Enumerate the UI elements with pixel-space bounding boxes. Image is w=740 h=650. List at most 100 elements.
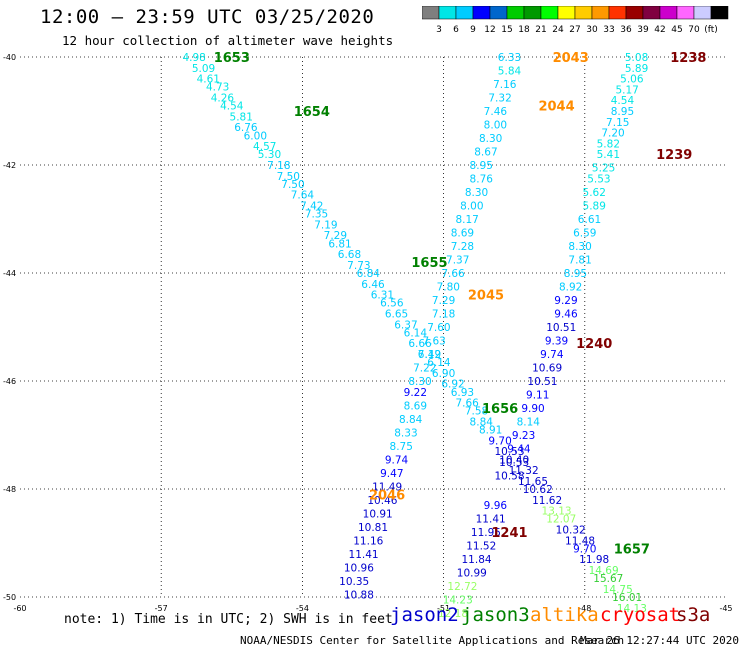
- wave-height-value: 11.62: [532, 495, 562, 507]
- wave-height-value: 11.32: [509, 465, 539, 477]
- wave-height-value: 8.33: [394, 427, 417, 439]
- wave-height-value: 8.30: [408, 376, 431, 388]
- lon-tick-label: -57: [155, 604, 168, 613]
- lat-tick-label: -50: [3, 593, 16, 602]
- wave-height-value: 6.61: [578, 214, 601, 226]
- footer-timestamp: Mar 26 12:27:44 UTC 2020: [580, 634, 739, 647]
- page-subtitle: 12 hour collection of altimeter wave hei…: [62, 33, 394, 48]
- wave-height-value: 7.37: [446, 255, 469, 267]
- lat-tick-label: -48: [3, 485, 16, 494]
- wave-height-value: 11.49: [372, 481, 402, 493]
- wave-height-value: 6.33: [498, 52, 521, 64]
- scale-label: 33: [603, 25, 614, 35]
- lat-tick-label: -42: [3, 161, 16, 170]
- wave-height-value: 5.06: [620, 74, 644, 86]
- wave-height-value: 9.11: [526, 390, 549, 402]
- pass-number: 1239: [656, 148, 692, 163]
- wave-height-value: 8.00: [484, 120, 507, 132]
- wave-height-value: 6.14: [404, 327, 428, 339]
- wave-height-value: 5.25: [592, 163, 615, 175]
- wave-height-value: 7.29: [432, 295, 455, 307]
- wave-height-value: 8.30: [568, 241, 591, 253]
- wave-height-value: 9.74: [385, 454, 409, 466]
- pass-number: 2043: [553, 51, 589, 66]
- wave-height-value: 9.46: [554, 309, 578, 321]
- wave-height-value: 8.69: [451, 228, 474, 240]
- wave-height-value: 6.68: [338, 249, 361, 261]
- pass-number: 2045: [468, 289, 504, 304]
- wave-height-value: 8.92: [559, 282, 582, 294]
- pass-number: 2044: [538, 100, 574, 115]
- wave-height-value: 10.32: [556, 525, 586, 537]
- wave-height-value: 9.22: [404, 387, 427, 399]
- wave-height-value: 16.01: [612, 592, 642, 604]
- pass-number: 1653: [214, 51, 250, 66]
- wave-height-value: 6.81: [328, 238, 351, 250]
- pass-number: 1240: [576, 337, 612, 352]
- wave-height-value: 7.18: [432, 309, 455, 321]
- wave-height-value: 10.35: [339, 576, 369, 588]
- wave-height-value: 7.19: [418, 349, 441, 361]
- lon-tick-label: -45: [719, 604, 732, 613]
- wave-height-value: 14.13: [617, 603, 647, 615]
- scale-label: 36: [620, 25, 632, 35]
- satellite-label-jason2: jason2: [390, 604, 459, 626]
- wave-height-value: 4.57: [253, 141, 276, 153]
- wave-height-value: 5.84: [498, 66, 522, 78]
- wave-height-value: 7.64: [291, 190, 315, 202]
- lon-tick-label: -48: [578, 604, 591, 613]
- satellite-label-altika: altika: [530, 604, 599, 626]
- wave-height-value: 7.50: [277, 171, 300, 183]
- wave-height-value: 5.09: [192, 63, 215, 75]
- wave-height-value: 6.93: [451, 387, 474, 399]
- wave-height-value: 7.19: [314, 219, 337, 231]
- wave-height-value: 11.48: [565, 535, 595, 547]
- wave-height-value: 7.63: [422, 336, 445, 348]
- wave-height-value: 7.80: [437, 282, 460, 294]
- scale-label: 45: [671, 25, 682, 35]
- wave-height-value: 6.76: [234, 122, 258, 134]
- wave-height-value: 7.81: [568, 255, 591, 267]
- wave-height-value: 6.84: [357, 268, 381, 280]
- footer-credit: NOAA/NESDIS Center for Satellite Applica…: [240, 634, 625, 647]
- wave-height-value: 8.75: [390, 441, 413, 453]
- wave-height-value: 6.59: [573, 228, 596, 240]
- lon-tick-label: -60: [13, 604, 26, 613]
- wave-height-value: 8.30: [479, 133, 502, 145]
- wave-height-value: 9.74: [540, 349, 564, 361]
- wave-height-value: 11.16: [353, 535, 383, 547]
- wave-height-value: 7.18: [267, 160, 290, 172]
- wave-height-value: 6.14: [427, 357, 451, 369]
- scale-label: 24: [552, 25, 564, 35]
- wave-height-value: 9.70: [573, 543, 596, 555]
- wave-height-value: 13.13: [542, 506, 572, 518]
- wave-height-value: 10.88: [344, 589, 374, 601]
- color-scale-legend: 3 6 9 12 15 18 21 24 27 30 33 36 39 42 45 70 (ft): [422, 6, 729, 35]
- page-title: 12:00 – 23:59 UTC 03/25/2020: [40, 6, 375, 28]
- wave-height-value: 6.56: [380, 298, 404, 310]
- wave-height-value: 7.15: [606, 117, 629, 129]
- wave-height-value: 7.50: [281, 179, 304, 191]
- wave-height-value: 10.81: [358, 522, 388, 534]
- scale-label: 9: [470, 25, 476, 35]
- wave-height-value: 7.60: [427, 322, 450, 334]
- lon-tick-label: -51: [437, 604, 450, 613]
- wave-height-value: 6.31: [371, 290, 394, 302]
- scale-label: (ft): [704, 25, 718, 35]
- wave-height-value: 7.42: [300, 201, 323, 213]
- wave-height-value: 14.69: [589, 565, 619, 577]
- scale-label: 15: [501, 25, 512, 35]
- wave-height-value: 6.46: [361, 279, 385, 291]
- wave-height-value: 6.90: [432, 368, 455, 380]
- wave-height-value: 4.26: [211, 93, 235, 105]
- wave-height-value: 5.89: [583, 201, 606, 213]
- wave-height-value: 7.20: [601, 128, 624, 140]
- wave-height-value: 4.73: [206, 82, 229, 94]
- wave-height-value: 12.07: [546, 514, 576, 526]
- wave-height-value: 7.66: [455, 398, 479, 410]
- wave-height-value: 10.62: [523, 484, 553, 496]
- pass-number: 1241: [491, 526, 527, 541]
- footer-note: note: 1) Time is in UTC; 2) SWH is in fe…: [64, 612, 393, 627]
- wave-height-value: 8.17: [455, 214, 478, 226]
- wave-height-value: 10.69: [532, 363, 562, 375]
